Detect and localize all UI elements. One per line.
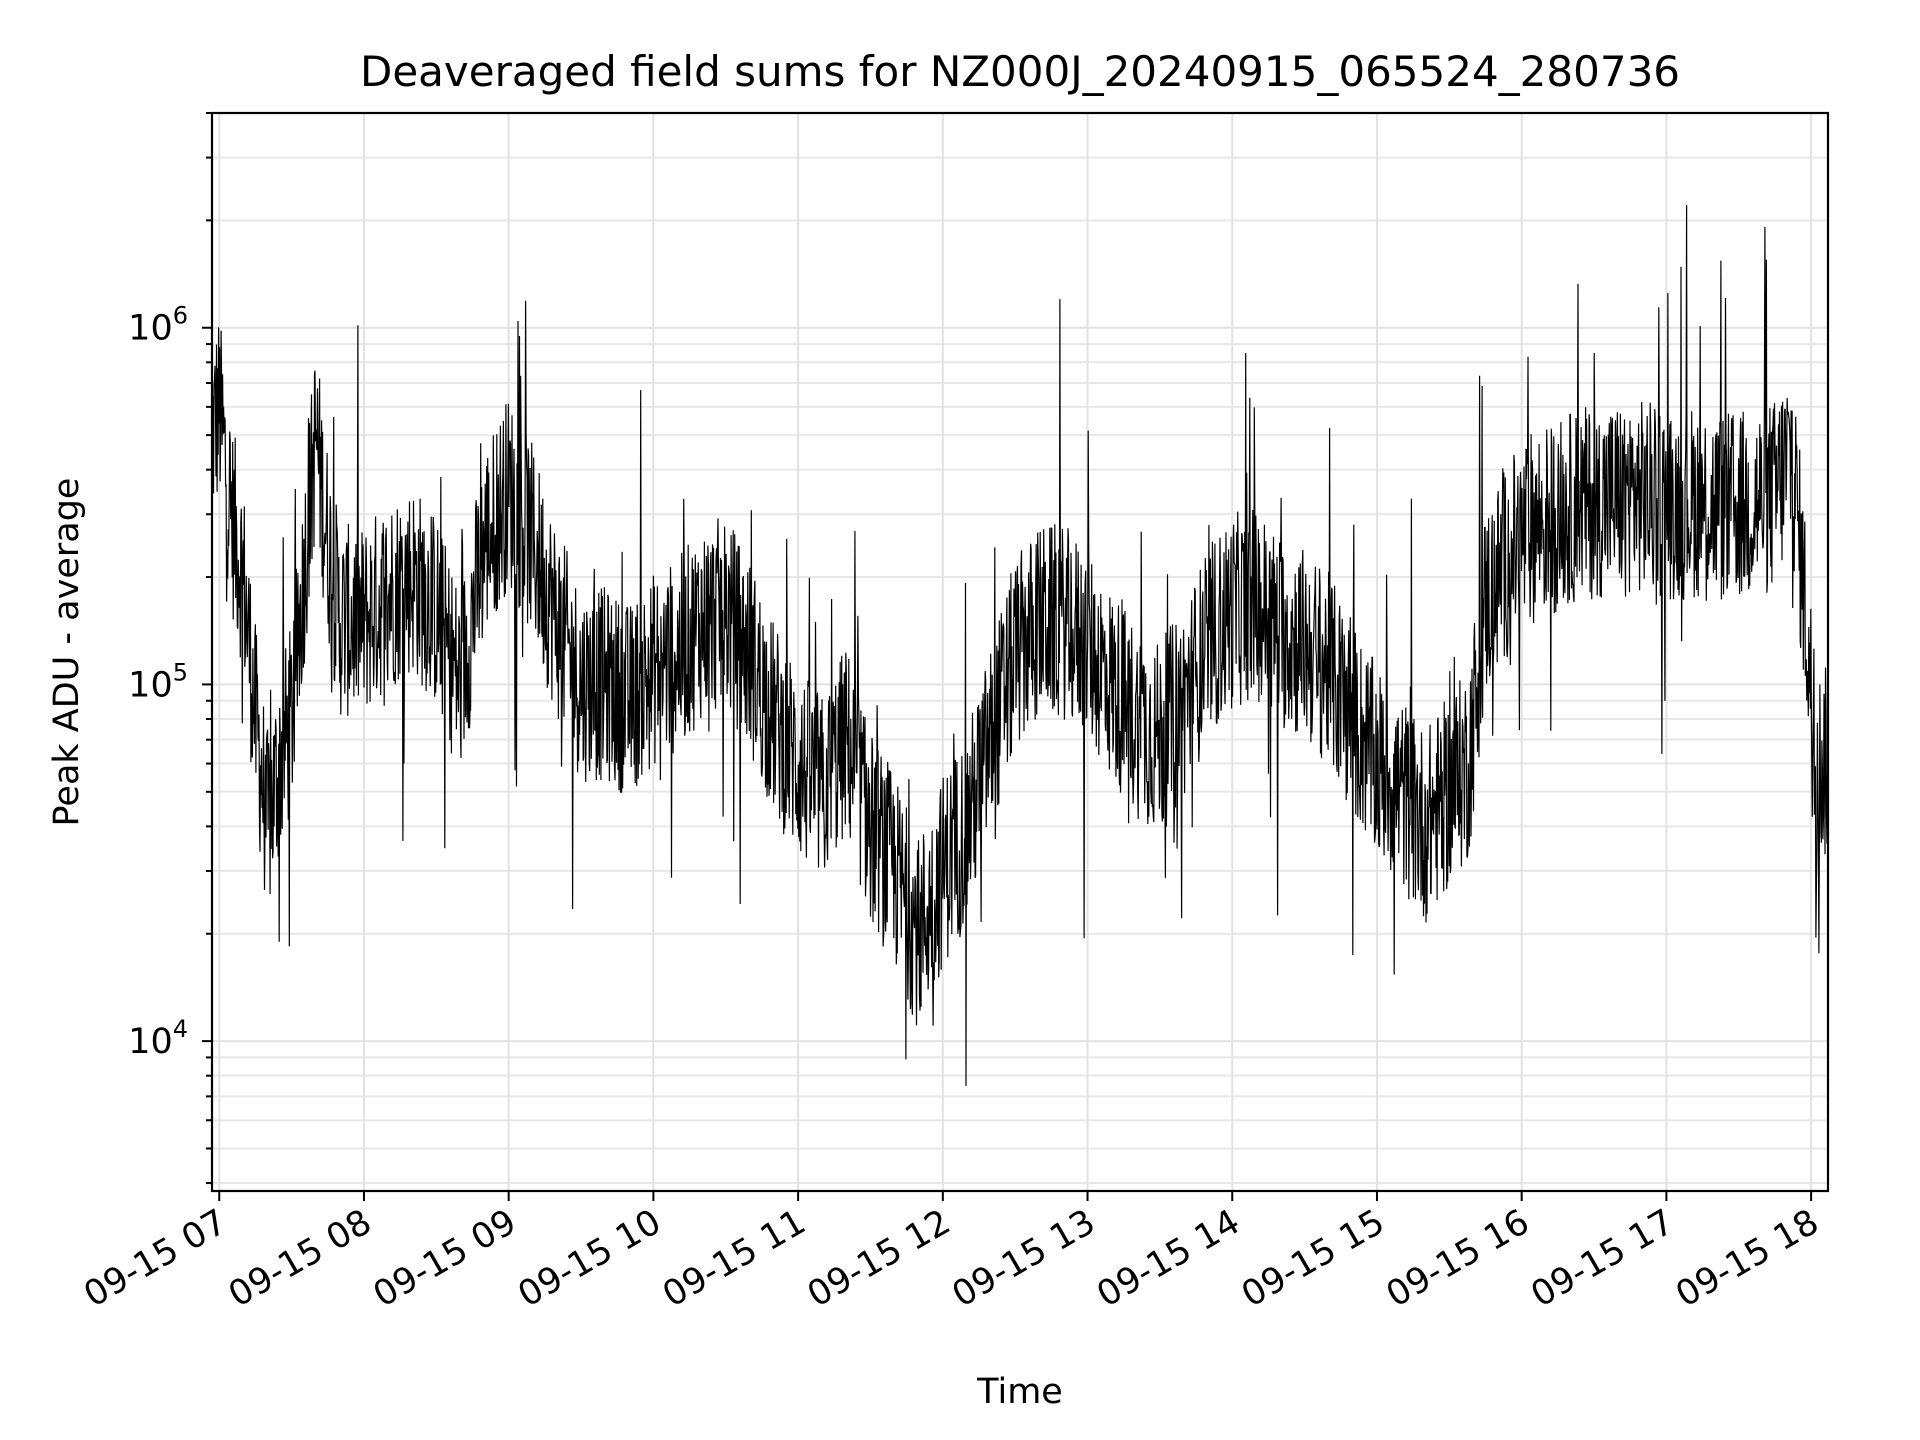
y-tick-label: 106 (128, 302, 188, 349)
x-tick-label: 09-15 18 (1669, 1202, 1825, 1315)
x-axis-label: Time (976, 1372, 1063, 1412)
x-tick-label: 09-15 09 (367, 1202, 523, 1315)
x-tick-label: 09-15 13 (946, 1202, 1102, 1315)
plot-frame (210, 111, 1830, 1193)
y-axis-label: Peak ADU - average (47, 478, 87, 827)
series-line (211, 204, 1829, 1086)
x-tick-label: 09-15 17 (1525, 1202, 1681, 1315)
x-tick-label: 09-15 12 (801, 1202, 957, 1315)
chart-title: Deaveraged field sums for NZ000J_2024091… (360, 47, 1680, 96)
x-tick-label: 09-15 11 (656, 1202, 812, 1315)
y-tick-label: 105 (128, 658, 188, 705)
x-tick-label: 09-15 16 (1380, 1202, 1536, 1315)
x-tick-label: 09-15 08 (222, 1202, 378, 1315)
y-axis: 104 105 106 (128, 112, 212, 1185)
x-tick-label: 09-15 15 (1235, 1202, 1391, 1315)
y-tick-label: 104 (128, 1015, 188, 1062)
x-tick-label: 09-15 10 (512, 1202, 668, 1315)
x-tick-label: 09-15 07 (77, 1202, 233, 1315)
x-tick-label: 09-15 14 (1090, 1202, 1246, 1315)
